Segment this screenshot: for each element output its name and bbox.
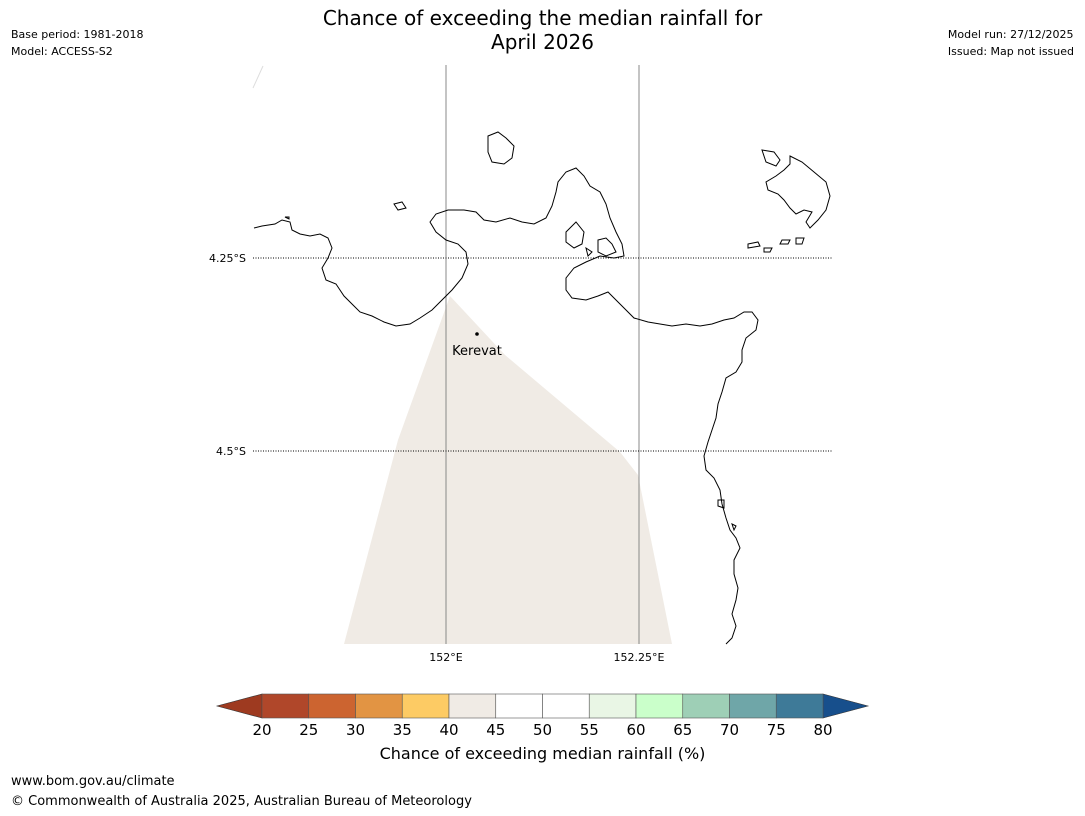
edge-artifact (252, 65, 264, 89)
meta-left: Base period: 1981-2018 Model: ACCESS-S2 (11, 26, 143, 60)
colorbar-box (355, 693, 403, 719)
colorbar-under-arrow (215, 693, 263, 719)
meta-right: Model run: 27/12/2025 Issued: Map not is… (948, 26, 1074, 60)
colorbar-tick-label: 30 (346, 721, 365, 739)
base-period: Base period: 1981-2018 (11, 28, 144, 41)
colorbar-tick-label: 25 (299, 721, 318, 739)
model-run: Model run: 27/12/2025 (947, 28, 1074, 41)
lon-label-152-25: 152.25°E (614, 651, 665, 664)
colorbar-tick-label: 80 (813, 721, 832, 739)
issued-status: Issued: Map not issued (947, 45, 1074, 58)
colorbar-box (448, 693, 497, 719)
lat-label-4-25: 4.25°S (209, 252, 246, 265)
colorbar-box (729, 693, 777, 719)
colorbar-tick-label: 75 (767, 721, 786, 739)
colorbar-box (261, 693, 310, 719)
colorbar-over-arrow (822, 693, 870, 719)
lon-label-152: 152°E (429, 651, 462, 664)
colorbar-tick-label: 70 (720, 721, 739, 739)
colorbar-tick-label: 50 (533, 721, 552, 739)
colorbar-box (682, 693, 730, 719)
colorbar-box (495, 693, 543, 719)
colorbar-tick-label: 20 (252, 721, 271, 739)
colorbar-tick-label: 55 (580, 721, 599, 739)
coastline (253, 131, 831, 645)
colorbar-box (635, 693, 684, 719)
title-line-2: April 2026 (491, 30, 594, 54)
title-line-1: Chance of exceeding the median rainfall … (322, 6, 763, 30)
colorbar-box (542, 693, 590, 719)
lat-label-4-5: 4.5°S (216, 445, 246, 458)
kerevat-marker (475, 332, 479, 336)
colorbar-box (308, 693, 356, 719)
shaded-region (344, 296, 672, 644)
colorbar-tick-label: 45 (486, 721, 505, 739)
colorbar-title: Chance of exceeding median rainfall (%) (379, 744, 706, 763)
colorbar-box (401, 693, 450, 719)
colorbar-box (775, 693, 824, 719)
footer-url: www.bom.gov.au/climate (11, 774, 175, 789)
model-name: Model: ACCESS-S2 (11, 45, 113, 58)
colorbar-tick-label: 60 (626, 721, 645, 739)
colorbar-tick-label: 65 (673, 721, 692, 739)
colorbar-tick-label: 40 (439, 721, 458, 739)
map-title: Chance of exceeding the median rainfall … (0, 6, 1085, 54)
colorbar-box (588, 693, 637, 719)
footer-copyright: © Commonwealth of Australia 2025, Austra… (11, 794, 472, 809)
kerevat-label: Kerevat (452, 344, 502, 359)
colorbar-tick-label: 35 (393, 721, 412, 739)
colorbar: 20 25 30 35 40 45 50 55 60 65 70 75 80 (215, 693, 870, 739)
